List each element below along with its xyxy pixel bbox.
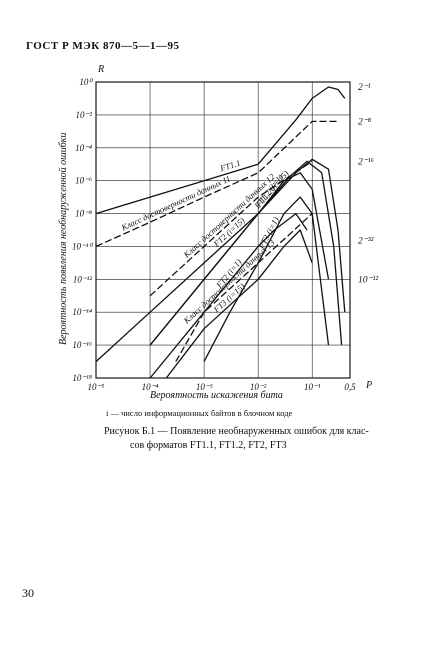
y-tick-label: 10⁰ [79,77,93,87]
right-scale-label: 10⁻¹² [358,275,378,285]
y-tick-label: 10⁻¹⁸ [72,373,92,383]
figure-caption-line1: Рисунок Б.1 — Появление необнаруженных о… [104,426,369,437]
y-tick-label: 10⁻⁸ [75,209,92,219]
y-tick-label: 10⁻¹⁰ [72,241,93,251]
y-tick-label: 10⁻² [76,110,93,120]
series-line [95,86,346,215]
x-axis-label: Вероятность искажения бита [150,390,283,401]
x-tick-label: 10⁻⁵ [88,382,105,392]
page-number: 30 [22,586,34,600]
series-line [149,212,308,379]
right-scale-label: 2⁻¹⁶ [358,157,374,167]
series-label: FT1.1 [218,158,242,174]
series-line [175,213,313,362]
series-line [95,120,338,247]
y-axis-letter: R [97,64,104,75]
y-tick-label: 10⁻⁴ [75,143,92,153]
right-scale-label: 2⁻¹ [358,83,371,93]
footnote: i — число информационных байтов в блочно… [106,408,293,418]
x-tick-label: 10⁻³ [196,382,213,392]
figure-caption-line2: сов форматов FT1.1, FT1.2, FT2, FT3 [130,440,287,451]
series-group [95,86,346,379]
plot-grid [95,81,351,379]
page-header: ГОСТ Р МЭК 870—5—1—95 [26,40,180,52]
series-line [203,196,330,362]
y-axis-label: Вероятность появления необнаруженной оши… [58,133,69,345]
y-tick-label: 10⁻⁶ [75,176,92,186]
x-tick-label: 10⁻² [250,382,267,392]
x-tick-label: 10⁻¹ [304,382,321,392]
x-tick-label: 0,5 [344,382,356,392]
y-tick-label: 10⁻¹⁶ [72,340,92,350]
x-axis-letter: P [365,380,372,391]
y-tick-label: 10⁻¹² [73,274,92,284]
series-line [165,229,313,379]
series-line [149,172,330,346]
right-scale-label: 2⁻³² [358,236,374,246]
series-line [149,160,313,297]
axis-ticks: 10⁻⁵ 10⁻⁴ 10⁻³ 10⁻² 10⁻¹ 0,5 10⁰ 10⁻² 10⁻⁴ 10⁻⁶ 10… [72,77,378,392]
right-scale-label: 2⁻⁸ [358,117,372,127]
x-tick-label: 10⁻⁴ [142,382,159,392]
y-tick-label: 10⁻¹⁴ [72,307,92,317]
